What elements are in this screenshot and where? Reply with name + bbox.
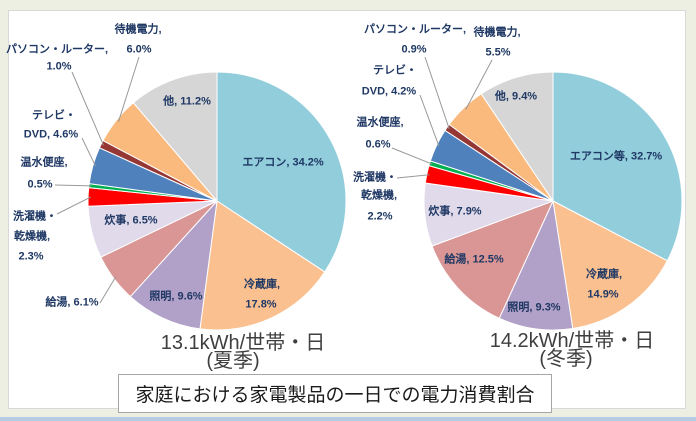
leader-line-summer-3: [99, 276, 117, 304]
bottom-strip: [0, 417, 696, 421]
pie-slice-winter-3: [431, 200, 554, 319]
leader-line-winter-7: [419, 94, 440, 147]
leader-line-winter-9: [465, 59, 493, 110]
chart-title: 家庭における家電製品の一日での電力消費割合: [135, 385, 535, 406]
leader-line-summer-7: [81, 137, 96, 167]
leader-line-winter-6: [391, 147, 433, 165]
leader-line-summer-5: [56, 196, 91, 215]
pie-slice-summer-10: [132, 71, 218, 203]
leader-line-summer-6: [54, 184, 92, 187]
chart-title-box: 家庭における家電製品の一日での電力消費割合: [118, 374, 552, 413]
pie-slice-winter-10: [480, 71, 554, 203]
pie-slice-winter-1: [552, 200, 668, 330]
leader-line-winter-8: [424, 56, 450, 130]
leader-line-summer-8: [71, 71, 104, 146]
pie-slice-summer-2: [129, 199, 218, 330]
leader-line-winter-5: [396, 174, 430, 179]
pie-slice-summer-1: [199, 200, 326, 331]
pie-slice-winter-0: [552, 71, 683, 262]
leader-line-summer-9: [117, 56, 140, 122]
